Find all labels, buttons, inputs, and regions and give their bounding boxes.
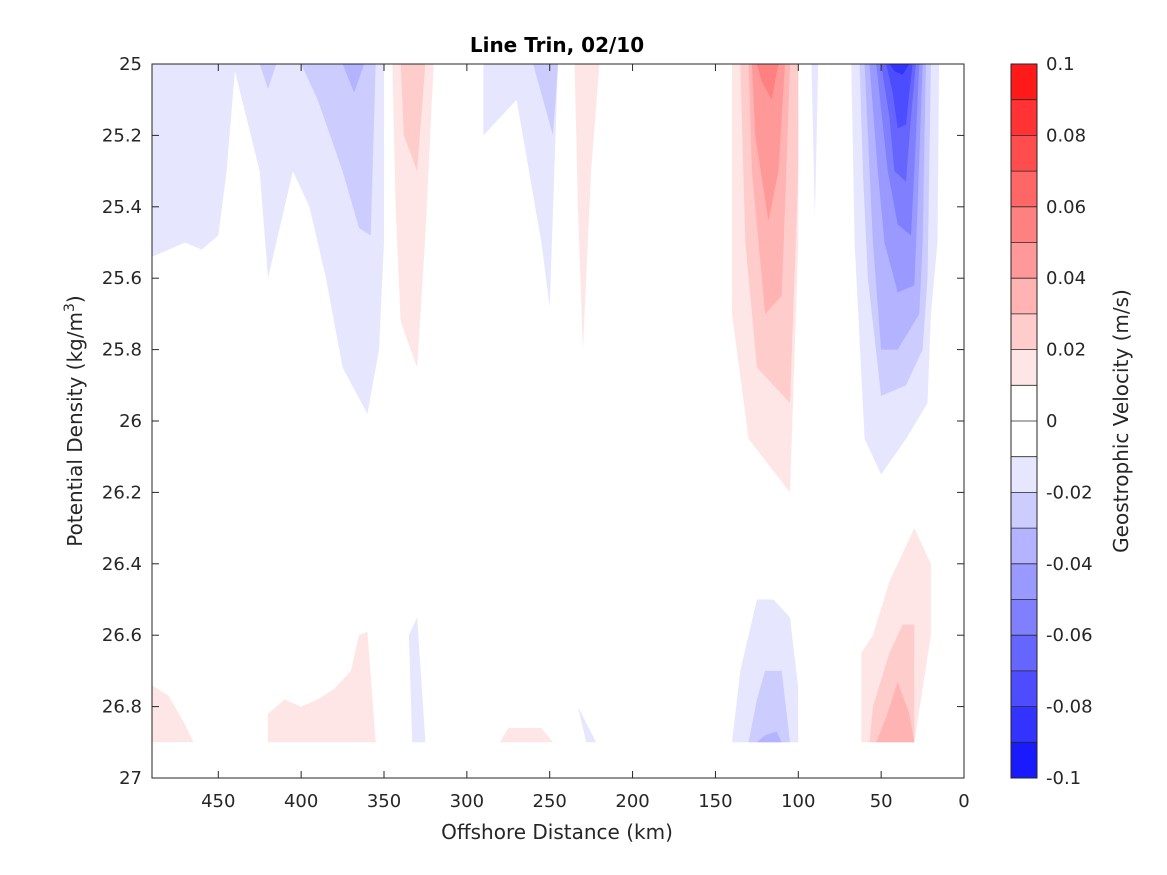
contour-neg-260-lvl2	[533, 64, 558, 136]
contour-neg-coastal-lvl7	[886, 64, 913, 129]
y-tick-label: 25.8	[102, 340, 142, 361]
y-tick-label: 26.8	[102, 697, 142, 718]
y-axis-label: Potential Density (kg/m3)	[62, 295, 87, 546]
colorbar-segment	[1011, 635, 1037, 672]
contour-pos-260-deep	[500, 728, 553, 743]
colorbar: 0.1 0.08 0.06 0.04 0.02 0 -0.02 -0.04 -0.06 -0.08…	[1010, 54, 1093, 789]
y-tick-label: 27	[119, 768, 142, 789]
colorbar-label: Geostrophic Velocity (m/s)	[1109, 289, 1133, 553]
contour-pos-120-lvl4	[751, 64, 785, 222]
contour-pos-225	[574, 64, 600, 350]
colorbar-segment	[1011, 456, 1037, 493]
contour-neg-120-deep-lvl2	[748, 670, 790, 743]
x-tick-label: 0	[958, 791, 969, 812]
colorbar-segment	[1011, 385, 1037, 422]
x-tick-label: 350	[367, 791, 401, 812]
colorbar-segment	[1011, 135, 1037, 172]
colorbar-frame	[1010, 63, 1038, 779]
colorbar-segment	[1011, 171, 1037, 208]
y-axis: 25 25.2 25.4 25.6 25.8 26 26.2 26.4 26.6 26.8 27	[102, 54, 964, 789]
colorbar-tick-label: 0.06	[1046, 197, 1086, 218]
contour-pos-120-lvl5	[756, 64, 779, 100]
colorbar-segment	[1011, 528, 1037, 565]
chart-title: Line Trin, 02/10	[470, 33, 644, 57]
contour-pos-330	[392, 64, 434, 368]
y-axis-label-superscript: 3	[62, 303, 78, 312]
colorbar-segment	[1011, 242, 1037, 279]
contour-neg-230-deep	[577, 706, 597, 743]
colorbar-tick-label: 0	[1046, 411, 1057, 432]
colorbar-segment	[1011, 313, 1037, 351]
contour-neg-120-deep-lvl3	[756, 731, 782, 743]
x-tick-label: 50	[870, 791, 893, 812]
contour-neg-270-250	[483, 64, 558, 307]
y-tick-label: 25	[119, 54, 142, 75]
x-tick-label: 250	[533, 791, 567, 812]
x-tick-label: 100	[781, 791, 815, 812]
x-tick-label: 400	[284, 791, 318, 812]
y-tick-label: 26.4	[102, 554, 142, 575]
y-tick-label: 25.2	[102, 125, 142, 146]
colorbar-segment	[1011, 599, 1037, 636]
contour-neg-coastal-lvl8	[889, 64, 910, 75]
colorbar-tick-label: -0.1	[1046, 768, 1081, 789]
x-tick-label: 150	[698, 791, 732, 812]
y-tick-label: 25.4	[102, 197, 142, 218]
colorbar-tick-label: 0.04	[1046, 268, 1086, 289]
colorbar-tick-label: 0.1	[1046, 54, 1075, 75]
contour-pos-330-lvl2	[400, 64, 426, 172]
x-tick-label: 300	[450, 791, 484, 812]
colorbar-segment	[1011, 99, 1037, 136]
colorbar-segment	[1011, 349, 1037, 386]
colorbar-segment	[1011, 64, 1037, 101]
contour-neg-90	[811, 64, 819, 218]
y-axis-label-main: Potential Density (kg/m	[63, 312, 87, 547]
colorbar-tick-label: -0.08	[1046, 697, 1093, 718]
contour-pos-coastal-deep-lvl3	[876, 681, 915, 743]
colorbar-segment	[1011, 421, 1037, 458]
colorbar-segment	[1011, 278, 1037, 315]
contour-neg-370-lvl3	[342, 64, 365, 93]
colorbar-segment	[1011, 742, 1037, 779]
contour-pos-400-deep	[268, 631, 376, 743]
contour-neg-420-lvl2	[259, 64, 277, 89]
x-axis-label: Offshore Distance (km)	[441, 820, 673, 844]
y-tick-label: 26	[119, 411, 142, 432]
contour-regions	[152, 64, 940, 743]
colorbar-tick-label: 0.02	[1046, 340, 1086, 361]
colorbar-tick-label: -0.02	[1046, 482, 1093, 503]
x-tick-label: 450	[201, 791, 235, 812]
y-tick-label: 25.6	[102, 268, 142, 289]
colorbar-segment	[1011, 492, 1037, 529]
y-tick-label: 26.2	[102, 482, 142, 503]
colorbar-segment	[1011, 706, 1037, 743]
x-axis: 450 400 350 300 250 200 150 100 50 0	[201, 64, 970, 812]
contour-neg-400-360-lvl2	[301, 64, 376, 236]
colorbar-tick-label: -0.04	[1046, 554, 1093, 575]
colorbar-segment	[1011, 206, 1037, 243]
contour-neg-offshore-470-350	[152, 64, 384, 414]
contour-pos-offshore-deep	[152, 685, 194, 743]
y-tick-label: 26.6	[102, 625, 142, 646]
colorbar-tick-label: -0.06	[1046, 625, 1093, 646]
colorbar-segment	[1011, 670, 1037, 708]
contour-neg-330-deep	[408, 617, 426, 743]
colorbar-tick-label: 0.08	[1046, 125, 1086, 146]
y-axis-label-end: )	[63, 295, 87, 303]
x-tick-label: 200	[615, 791, 649, 812]
colorbar-segment	[1011, 563, 1037, 600]
